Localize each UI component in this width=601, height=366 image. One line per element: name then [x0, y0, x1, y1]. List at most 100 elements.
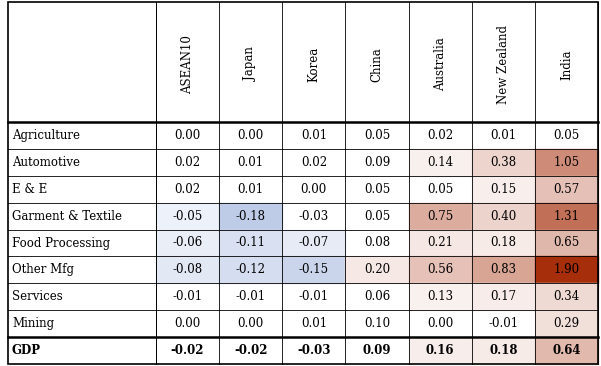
Text: Korea: Korea [307, 47, 320, 82]
Bar [535, 176, 598, 203]
Text: 0.02: 0.02 [300, 156, 327, 169]
Bar [409, 203, 472, 229]
Bar [535, 283, 598, 310]
Text: ASEAN10: ASEAN10 [181, 35, 194, 94]
Text: GDP: GDP [12, 344, 41, 357]
Text: E & E: E & E [12, 183, 47, 196]
Text: 0.05: 0.05 [427, 183, 453, 196]
Text: 0.02: 0.02 [174, 156, 201, 169]
Text: -0.05: -0.05 [172, 210, 203, 223]
Text: -0.01: -0.01 [299, 290, 329, 303]
Text: 0.08: 0.08 [364, 236, 390, 250]
Text: 0.01: 0.01 [237, 183, 264, 196]
Bar [535, 229, 598, 257]
Text: 0.02: 0.02 [427, 129, 453, 142]
Text: 0.01: 0.01 [300, 129, 327, 142]
Bar [409, 257, 472, 283]
Bar [282, 257, 346, 283]
Text: -0.12: -0.12 [236, 264, 266, 276]
Bar [409, 283, 472, 310]
Text: 0.18: 0.18 [490, 236, 516, 250]
Bar [219, 203, 282, 229]
Text: 1.31: 1.31 [554, 210, 579, 223]
Text: 0.16: 0.16 [426, 344, 454, 357]
Bar [472, 203, 535, 229]
Text: Garment & Textile: Garment & Textile [12, 210, 122, 223]
Text: 0.65: 0.65 [554, 236, 579, 250]
Text: 0.00: 0.00 [174, 317, 201, 330]
Text: 0.13: 0.13 [427, 290, 453, 303]
Text: 0.29: 0.29 [554, 317, 579, 330]
Text: India: India [560, 49, 573, 80]
Text: -0.11: -0.11 [236, 236, 266, 250]
Text: -0.07: -0.07 [299, 236, 329, 250]
Text: 0.05: 0.05 [364, 210, 390, 223]
Bar [535, 257, 598, 283]
Text: 0.01: 0.01 [300, 317, 327, 330]
Bar [472, 337, 535, 364]
Bar [156, 257, 219, 283]
Text: -0.01: -0.01 [488, 317, 518, 330]
Text: -0.02: -0.02 [234, 344, 267, 357]
Bar [156, 229, 219, 257]
Text: Japan: Japan [244, 48, 257, 81]
Text: 0.57: 0.57 [554, 183, 579, 196]
Text: -0.06: -0.06 [172, 236, 203, 250]
Text: -0.01: -0.01 [172, 290, 203, 303]
Text: 0.00: 0.00 [174, 129, 201, 142]
Text: 0.09: 0.09 [363, 344, 391, 357]
Text: -0.01: -0.01 [236, 290, 266, 303]
Text: -0.18: -0.18 [236, 210, 266, 223]
Text: 0.00: 0.00 [237, 317, 264, 330]
Text: New Zealand: New Zealand [497, 25, 510, 104]
Text: 0.00: 0.00 [427, 317, 453, 330]
Text: 0.75: 0.75 [427, 210, 453, 223]
Bar [219, 229, 282, 257]
Bar [472, 229, 535, 257]
Text: China: China [370, 47, 383, 82]
Text: 0.64: 0.64 [552, 344, 581, 357]
Text: -0.08: -0.08 [172, 264, 203, 276]
Text: 0.10: 0.10 [364, 317, 390, 330]
Bar [472, 149, 535, 176]
Text: Australia: Australia [434, 38, 447, 91]
Text: 0.83: 0.83 [490, 264, 516, 276]
Bar [472, 283, 535, 310]
Text: Food Processing: Food Processing [12, 236, 110, 250]
Text: 1.05: 1.05 [554, 156, 579, 169]
Text: Other Mfg: Other Mfg [12, 264, 74, 276]
Bar [535, 337, 598, 364]
Text: 0.56: 0.56 [427, 264, 453, 276]
Text: 0.17: 0.17 [490, 290, 516, 303]
Text: 0.34: 0.34 [554, 290, 579, 303]
Bar [472, 257, 535, 283]
Bar [156, 203, 219, 229]
Text: Mining: Mining [12, 317, 54, 330]
Text: Agriculture: Agriculture [12, 129, 80, 142]
Text: 1.90: 1.90 [554, 264, 579, 276]
Bar [409, 337, 472, 364]
Bar [282, 229, 346, 257]
Text: 0.01: 0.01 [490, 129, 516, 142]
Bar [535, 203, 598, 229]
Text: -0.03: -0.03 [299, 210, 329, 223]
Text: 0.01: 0.01 [237, 156, 264, 169]
Text: 0.14: 0.14 [427, 156, 453, 169]
Bar [219, 257, 282, 283]
Text: 0.09: 0.09 [364, 156, 390, 169]
Text: 0.15: 0.15 [490, 183, 516, 196]
Bar [535, 310, 598, 337]
Text: -0.03: -0.03 [297, 344, 331, 357]
Text: 0.05: 0.05 [554, 129, 579, 142]
Bar [346, 257, 409, 283]
Bar [535, 149, 598, 176]
Text: 0.02: 0.02 [174, 183, 201, 196]
Text: 0.06: 0.06 [364, 290, 390, 303]
Text: 0.40: 0.40 [490, 210, 516, 223]
Text: Services: Services [12, 290, 63, 303]
Text: 0.05: 0.05 [364, 183, 390, 196]
Text: -0.02: -0.02 [171, 344, 204, 357]
Text: 0.20: 0.20 [364, 264, 390, 276]
Bar [409, 149, 472, 176]
Text: 0.38: 0.38 [490, 156, 516, 169]
